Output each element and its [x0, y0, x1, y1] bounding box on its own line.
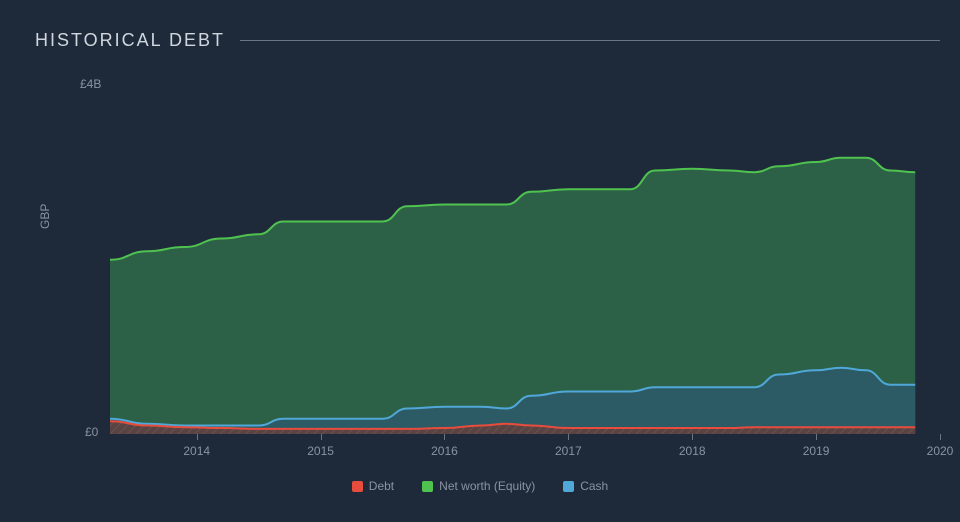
x-tick-label: 2020	[927, 444, 954, 458]
legend-item: Cash	[563, 479, 608, 493]
x-tick-label: 2016	[431, 444, 458, 458]
x-tick	[816, 434, 817, 440]
legend-label: Debt	[369, 479, 394, 493]
title-divider	[240, 40, 940, 41]
x-tick	[197, 434, 198, 440]
legend-label: Net worth (Equity)	[439, 479, 535, 493]
title-row: HISTORICAL DEBT	[20, 30, 940, 51]
legend-item: Debt	[352, 479, 394, 493]
chart-container: HISTORICAL DEBT £4B GBP £0 2014 2015 2016 2…	[0, 0, 960, 522]
x-tick	[444, 434, 445, 440]
y-axis-unit-label: GBP	[38, 204, 52, 229]
x-tick-label: 2018	[679, 444, 706, 458]
x-tick	[940, 434, 941, 440]
x-tick	[321, 434, 322, 440]
legend-label: Cash	[580, 479, 608, 493]
x-tick-label: 2019	[803, 444, 830, 458]
legend-swatch	[422, 481, 433, 492]
legend-swatch	[352, 481, 363, 492]
x-axis: 2014201520162017201820192020	[110, 434, 940, 464]
y-axis-max-label: £4B	[80, 77, 101, 91]
chart-title: HISTORICAL DEBT	[35, 30, 225, 51]
legend: Debt Net worth (Equity) Cash	[20, 479, 940, 493]
x-tick	[692, 434, 693, 440]
x-tick-label: 2015	[307, 444, 334, 458]
x-tick-label: 2014	[183, 444, 210, 458]
x-tick	[568, 434, 569, 440]
legend-swatch	[563, 481, 574, 492]
legend-item: Net worth (Equity)	[422, 479, 535, 493]
y-axis-min-label: £0	[85, 425, 98, 439]
chart-area: £4B GBP £0 2014201520162017201820192020 …	[20, 59, 940, 489]
x-tick-label: 2017	[555, 444, 582, 458]
plot-svg	[110, 94, 940, 434]
